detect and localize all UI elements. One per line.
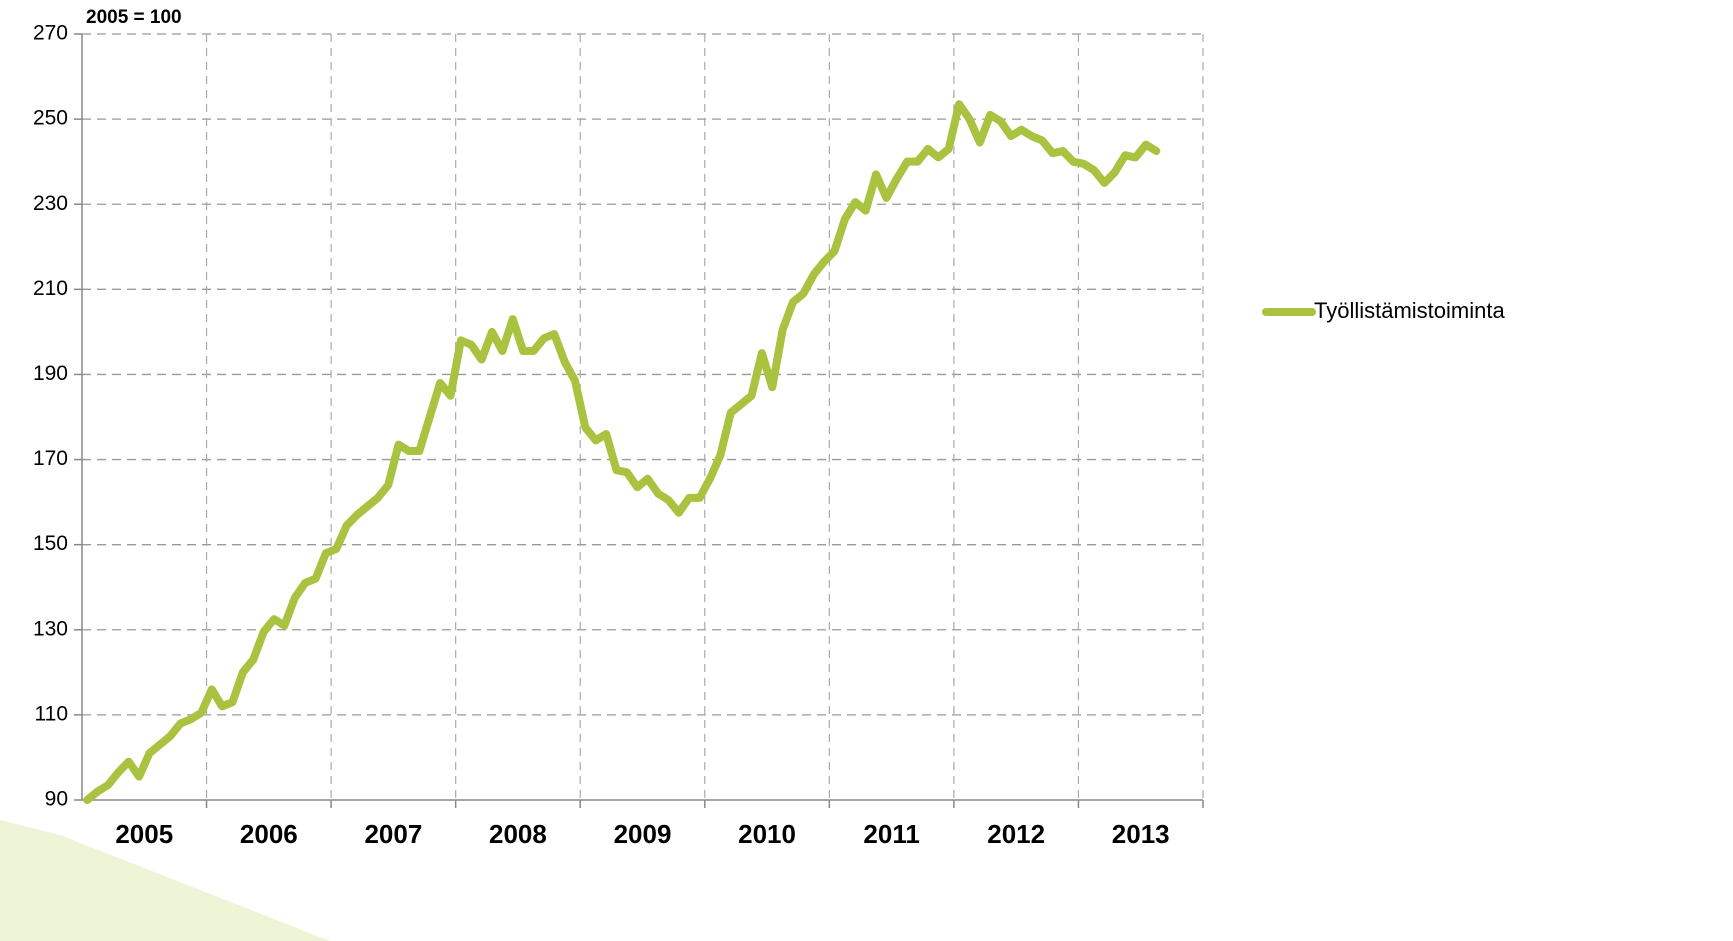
y-tick-label: 250 [33,107,68,130]
y-tick-label: 270 [33,22,68,45]
y-tick-label: 210 [33,277,68,300]
y-tick-label: 230 [33,192,68,215]
y-tick-label: 150 [33,532,68,555]
data-line [83,100,1161,804]
x-tick-label: 2009 [614,819,672,849]
x-tick-label: 2010 [738,819,796,849]
y-tick-label: 110 [35,702,68,725]
y-tick-label: 90 [45,788,68,811]
y-tick-label: 130 [33,617,68,640]
x-tick-label: 2013 [1112,819,1170,849]
chart-subtitle: 2005 = 100 [86,7,182,28]
x-tick-label: 2007 [364,819,422,849]
y-tick-label: 190 [33,362,68,385]
x-tick-label: 2011 [863,819,919,849]
legend-label: Työllistämistoiminta [1314,298,1505,323]
x-tick-label: 2008 [489,819,547,849]
decoration [0,820,330,941]
x-tick-label: 2012 [987,819,1045,849]
x-tick-label: 2005 [115,819,173,849]
y-tick-label: 170 [33,447,68,470]
x-tick-label: 2006 [240,819,298,849]
